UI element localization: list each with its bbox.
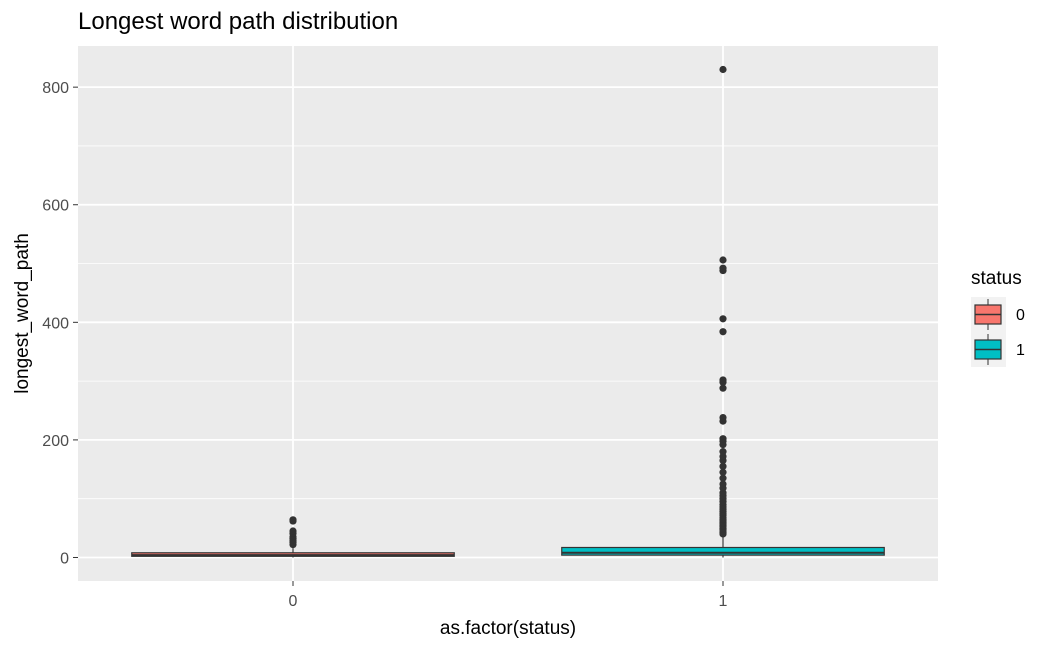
x-axis-title: as.factor(status): [440, 618, 576, 639]
y-axis-title: longest_word_path: [12, 233, 33, 394]
outlier-point: [719, 468, 727, 476]
y-tick-label: 200: [42, 433, 69, 450]
outlier-point: [719, 474, 727, 482]
outlier-point: [719, 315, 727, 323]
legend-title: status: [971, 268, 1022, 289]
chart-title: Longest word path distribution: [78, 8, 399, 35]
y-tick-label: 0: [60, 550, 69, 567]
box-category-0: [131, 516, 455, 558]
outlier-point: [719, 328, 727, 336]
outlier-point: [719, 256, 727, 264]
outlier-point: [719, 435, 727, 443]
x-tick-label: 1: [719, 593, 728, 610]
outlier-point: [719, 480, 727, 488]
outlier-point: [719, 264, 727, 272]
legend: status 0 1: [971, 268, 1025, 367]
outlier-point: [719, 413, 727, 422]
outlier-point: [719, 376, 727, 384]
x-tick-label: 0: [289, 593, 298, 610]
outlier-point: [719, 384, 727, 392]
y-tick-label: 600: [42, 198, 69, 215]
box-category-1: [561, 65, 885, 558]
y-tick-label: 800: [42, 80, 69, 97]
y-tick-label: 400: [42, 315, 69, 332]
box-body: [561, 546, 885, 556]
plot-panel: [78, 46, 938, 581]
legend-label-1: 1: [1016, 342, 1025, 359]
outlier-point: [719, 65, 727, 74]
outlier-point: [289, 516, 297, 524]
outlier-point: [719, 462, 727, 470]
outlier-point: [289, 527, 297, 535]
legend-label-0: 0: [1016, 307, 1025, 324]
outlier-point: [719, 448, 727, 456]
